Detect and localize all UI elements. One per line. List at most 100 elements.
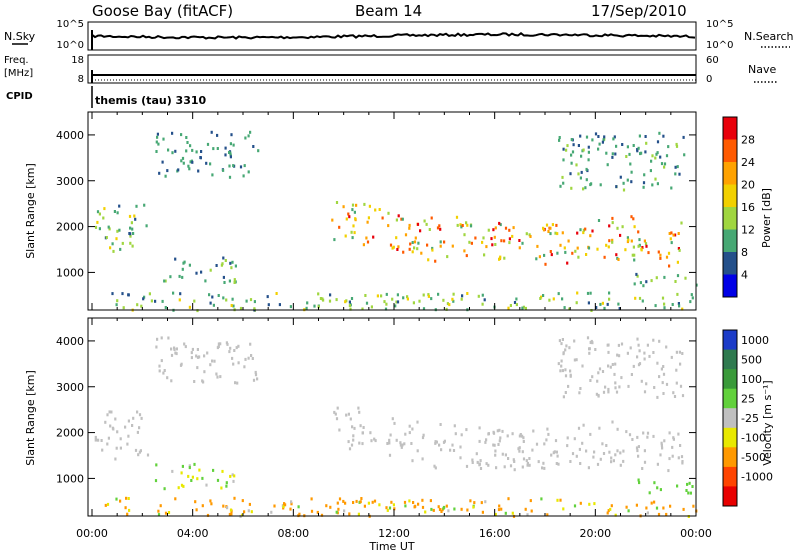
data-cell [559,369,562,373]
colorbar-swatch [723,207,737,230]
data-cell [585,135,589,139]
data-cell [589,291,592,295]
data-cell [114,457,117,461]
data-cell [388,506,392,510]
data-cell [591,341,594,345]
data-cell [253,307,256,311]
data-cell [654,177,657,181]
data-cell [235,346,238,350]
data-cell [239,306,243,310]
data-cell [337,507,340,511]
data-cell [401,217,404,221]
data-cell [621,143,624,146]
data-cell [663,162,667,166]
data-cell [359,500,362,504]
data-cell [116,211,119,215]
data-cell [556,232,559,236]
data-cell [589,234,592,238]
data-cell [155,150,158,153]
data-cell [674,172,677,176]
data-cell [417,502,420,506]
data-cell [334,412,337,416]
data-cell [637,343,640,347]
data-cell [242,174,245,178]
data-cell [643,239,646,243]
data-cell [484,500,487,504]
data-cell [167,148,170,152]
data-cell [400,217,403,221]
data-cell [361,442,364,446]
data-cell [611,238,614,242]
data-cell [626,236,629,240]
data-cell [547,230,550,233]
data-cell [174,351,177,355]
data-cell [208,293,211,297]
data-cell [571,452,575,456]
data-cell [335,417,339,421]
data-cell [232,362,235,366]
data-cell [129,226,132,230]
data-cell [604,385,607,389]
data-cell [543,466,546,470]
data-cell [657,250,660,254]
data-cell [554,231,557,235]
data-cell [630,239,633,243]
data-cell [627,509,630,513]
data-cell [394,304,397,308]
data-cell [169,275,172,279]
colorbar-swatch [723,139,737,163]
data-cell [649,169,652,173]
data-cell [319,297,322,300]
data-cell [404,504,407,508]
data-cell [640,379,643,383]
data-cell [650,159,653,163]
data-cell [96,220,99,224]
data-cell [465,254,468,258]
data-cell [180,483,184,487]
data-cell [380,294,383,298]
data-cell [658,339,661,343]
data-cell [440,448,443,452]
data-cell [558,138,561,142]
data-cell [601,140,604,144]
data-cell [106,502,110,506]
data-cell [452,449,456,452]
colorbar-tick-label: -1000 [741,471,773,484]
data-cell [564,374,568,378]
data-cell [460,297,463,301]
data-cell [676,165,679,169]
data-cell [403,500,407,504]
data-cell [660,441,663,445]
data-cell [224,146,227,150]
data-cell [336,501,339,505]
data-cell [104,420,107,424]
data-cell [111,242,114,246]
data-cell [602,390,606,394]
data-cell [443,240,446,244]
data-cell [195,354,198,358]
data-cell [344,300,347,304]
data-cell [416,247,419,251]
data-cell [621,225,624,229]
data-cell [137,453,140,457]
data-cell [646,431,650,435]
data-cell [158,171,161,175]
data-cell [561,297,564,301]
data-cell [118,204,121,208]
data-cell [191,347,194,351]
data-cell [663,306,666,310]
data-cell [361,431,364,435]
data-cell [611,155,614,159]
data-cell [143,203,146,207]
data-cell [156,132,159,136]
data-cell [565,148,568,152]
data-cell [365,301,369,305]
data-cell [678,304,681,308]
data-cell [371,500,374,504]
data-cell [126,512,129,516]
freq-label: Freq. [4,55,29,66]
data-cell [395,438,398,442]
data-cell [477,294,480,298]
data-cell [179,363,183,367]
data-cell [115,303,118,307]
